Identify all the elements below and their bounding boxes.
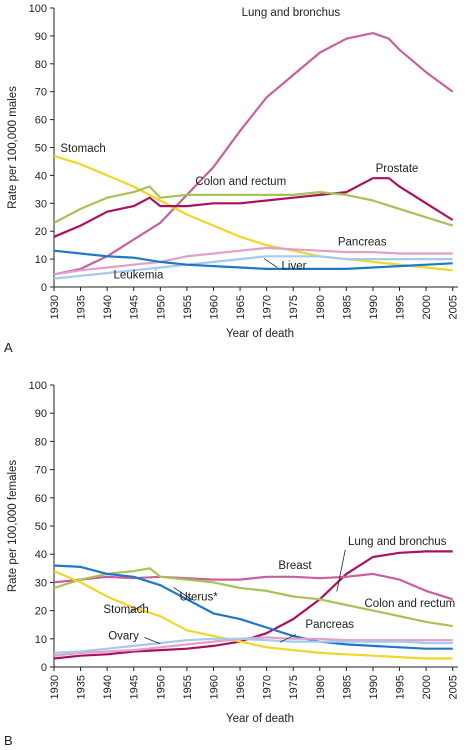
x-tick-label: 1965 <box>235 675 247 699</box>
series-label-uterus: Uterus* <box>179 591 218 603</box>
label-pointer <box>279 634 297 643</box>
x-tick-label: 1960 <box>208 295 220 319</box>
y-tick-label: 0 <box>41 662 47 674</box>
y-tick-label: 30 <box>35 577 47 589</box>
series-label-colon-and-rectum: Colon and rectum <box>195 176 286 188</box>
series-label-stomach: Stomach <box>60 143 105 155</box>
y-tick-label: 80 <box>35 436 47 448</box>
x-tick-label: 1935 <box>76 295 88 319</box>
series-label-pancreas: Pancreas <box>338 237 387 249</box>
series-label-lung-and-bronchus: Lung and bronchus <box>242 7 341 19</box>
x-tick-label: 1955 <box>182 675 194 699</box>
label-pointer <box>144 637 161 645</box>
x-tick-label: 1980 <box>315 295 327 319</box>
panel-letter: B <box>4 733 13 748</box>
label-pointer <box>336 549 346 592</box>
y-tick-label: 40 <box>35 549 47 561</box>
x-tick-label: 1965 <box>235 295 247 319</box>
series-line-colon-and-rectum <box>53 567 453 628</box>
x-tick-label: 1985 <box>341 295 353 319</box>
y-axis-title: Rate per 100,000 females <box>7 460 19 593</box>
x-axis-title: Year of death <box>226 713 294 725</box>
y-tick-label: 60 <box>35 115 47 127</box>
x-tick-label: 1960 <box>208 675 220 699</box>
y-tick-label: 50 <box>35 143 47 155</box>
series-line-breast <box>53 572 454 601</box>
x-tick-label: 1990 <box>368 675 380 699</box>
y-tick-label: 20 <box>35 606 47 618</box>
label-pointer <box>128 603 145 614</box>
x-tick-label: 1945 <box>129 295 141 319</box>
panel-a-males: 0 10 20 30 40 50 60 70 80 90 100 1930 1935 1940 1945 19… <box>4 3 460 355</box>
y-tick-label: 60 <box>35 493 47 505</box>
x-tick-label: 1935 <box>76 675 88 699</box>
series-line-leukemia <box>53 249 453 270</box>
x-tick-label: 1975 <box>288 675 300 699</box>
y-tick-label: 40 <box>35 170 47 182</box>
series-label-prostate: Prostate <box>376 163 419 175</box>
x-tick-label: 1940 <box>102 675 114 699</box>
y-axis-title: Rate per 100,000 males <box>7 86 19 209</box>
x-tick-label: 1950 <box>155 675 167 699</box>
x-tick-label: 1955 <box>182 295 194 319</box>
y-tick-label: 50 <box>35 521 47 533</box>
series-line-colon-and-rectum <box>53 185 454 227</box>
y-tick-label: 30 <box>35 198 47 210</box>
panel-b-females: 0 10 20 30 40 50 60 70 80 90 100 1930 1935 1940 1945 19… <box>4 380 460 748</box>
x-tick-label: 1950 <box>155 295 167 319</box>
x-tick-label: 2005 <box>448 675 460 699</box>
x-tick-label: 1970 <box>262 675 274 699</box>
x-tick-label: 2005 <box>448 295 460 319</box>
x-axis-title: Year of death <box>226 328 294 340</box>
series-label-leukemia: Leukemia <box>114 269 164 281</box>
series-line-stomach <box>53 154 453 272</box>
series-label-colon-and-rectum: Colon and rectum <box>364 598 455 610</box>
x-tick-label: 1985 <box>341 675 353 699</box>
x-tick-label: 1980 <box>315 675 327 699</box>
series-label-stomach: Stomach <box>103 604 148 616</box>
series-label-lung-and-bronchus: Lung and bronchus <box>348 536 447 548</box>
series-label-pancreas: Pancreas <box>305 619 354 631</box>
series-line-uterus <box>53 564 453 650</box>
y-tick-label: 90 <box>35 408 47 420</box>
series-line-pancreas <box>53 636 453 657</box>
panel-letter: A <box>4 340 13 355</box>
x-tick-label: 1990 <box>368 295 380 319</box>
x-tick-label: 1945 <box>129 675 141 699</box>
x-tick-label: 1975 <box>288 295 300 319</box>
x-tick-label: 1995 <box>395 675 407 699</box>
x-tick-label: 1940 <box>102 295 114 319</box>
y-tick-label: 20 <box>35 226 47 238</box>
x-tick-label: 1995 <box>395 295 407 319</box>
series-label-liver: Liver <box>282 261 307 273</box>
y-tick-label: 0 <box>41 282 47 294</box>
label-pointer <box>263 258 278 268</box>
series-line-pancreas <box>53 246 453 276</box>
y-tick-label: 100 <box>29 3 47 15</box>
x-tick-label: 1930 <box>49 675 61 699</box>
y-tick-label: 70 <box>35 87 47 99</box>
series-line-ovary <box>53 637 453 654</box>
x-tick-label: 2000 <box>421 295 433 319</box>
x-tick-label: 2000 <box>421 675 433 699</box>
y-tick-label: 90 <box>35 31 47 43</box>
x-tick-label: 1930 <box>49 295 61 319</box>
y-tick-label: 10 <box>35 634 47 646</box>
y-tick-label: 100 <box>29 380 47 392</box>
series-line-stomach <box>53 570 453 660</box>
x-tick-label: 1970 <box>262 295 274 319</box>
series-line-prostate <box>53 177 454 238</box>
y-tick-label: 80 <box>35 59 47 71</box>
series-line-lung-and-bronchus <box>53 31 454 276</box>
y-tick-label: 10 <box>35 254 47 266</box>
series-label-breast: Breast <box>278 560 312 572</box>
y-tick-label: 70 <box>35 465 47 477</box>
series-label-ovary: Ovary <box>108 630 139 642</box>
series-line-liver <box>53 255 453 280</box>
label-pointer <box>173 587 193 601</box>
